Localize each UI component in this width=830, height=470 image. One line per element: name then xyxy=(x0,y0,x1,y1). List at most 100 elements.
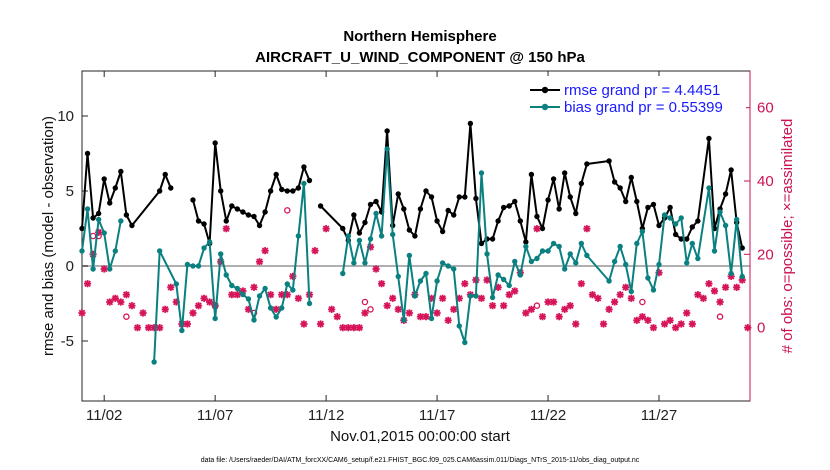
rmse-point xyxy=(84,150,91,157)
rmse-point xyxy=(478,240,485,247)
rmse-point xyxy=(156,188,163,194)
bias-point xyxy=(467,293,474,299)
rmse-point xyxy=(567,194,573,200)
bias-point xyxy=(306,300,313,307)
obs-assimilated-marker xyxy=(633,316,641,324)
obs-assimilated-marker xyxy=(666,316,674,324)
obs-assimilated-marker xyxy=(699,294,707,302)
obs-assimilated-marker xyxy=(100,265,108,273)
obs-assimilated-marker xyxy=(538,313,547,321)
bias-point xyxy=(301,180,307,187)
bias-point xyxy=(506,282,512,289)
bias-point xyxy=(101,230,107,236)
y-axis-left: -5 0 5 10 xyxy=(57,108,88,350)
rmse-point xyxy=(112,185,118,191)
rmse-point xyxy=(672,231,679,238)
obs-assimilated-marker xyxy=(500,302,508,310)
chart-title: Northern Hemisphere xyxy=(343,28,496,45)
rmse-point xyxy=(573,210,579,217)
rmse-point xyxy=(367,201,374,208)
bias-point xyxy=(634,240,640,247)
obs-possible-marker xyxy=(123,313,130,320)
bias-series xyxy=(79,146,745,365)
bias-point xyxy=(689,240,695,247)
obs-assimilated-marker xyxy=(638,313,646,321)
y-tick-label: 10 xyxy=(57,108,74,125)
bias-point xyxy=(628,288,634,295)
obs-assimilated-marker xyxy=(561,305,569,313)
obs-assimilated-marker xyxy=(167,283,175,291)
bias-point xyxy=(617,243,623,250)
bias-point xyxy=(661,212,668,218)
obs-assimilated-marker xyxy=(672,324,680,332)
legend-rmse-label: rmse grand pr = 4.4451 xyxy=(564,82,720,99)
obs-assimilated-marker xyxy=(322,225,330,233)
obs-assimilated-marker xyxy=(194,302,203,310)
y-tick-label: -5 xyxy=(61,333,74,350)
bias-point xyxy=(401,317,407,323)
obs-assimilated-marker xyxy=(527,305,536,313)
obs-assimilated-marker xyxy=(261,247,269,255)
obs-assimilated-marker xyxy=(328,305,336,313)
bias-point xyxy=(267,305,274,311)
bias-point xyxy=(523,243,529,250)
bias-point xyxy=(206,239,213,245)
obs-assimilated-marker xyxy=(716,298,724,306)
bias-point xyxy=(95,216,102,223)
bias-point xyxy=(667,215,673,221)
rmse-point xyxy=(428,194,435,200)
obs-assimilated-marker xyxy=(605,305,613,313)
rmse-point xyxy=(606,158,612,164)
obs-assimilated-marker xyxy=(611,298,619,306)
obs-assimilated-marker xyxy=(183,320,192,328)
obs-possible-marker xyxy=(361,298,369,306)
rmse-point xyxy=(195,218,202,224)
obs-assimilated-marker xyxy=(677,320,685,328)
bias-point xyxy=(684,260,690,266)
bias-point xyxy=(445,263,451,269)
obs-assimilated-marker xyxy=(383,302,391,310)
rmse-point xyxy=(689,224,695,230)
rmse-point xyxy=(279,186,285,193)
obs-assimilated-marker xyxy=(355,324,364,332)
obs-assimilated-marker xyxy=(533,225,541,233)
bias-point xyxy=(295,233,302,239)
rmse-point xyxy=(517,218,524,224)
bias-point xyxy=(262,285,268,292)
obs-assimilated-marker xyxy=(311,247,319,255)
obs-assimilated-marker xyxy=(394,305,402,313)
obs-assimilated-marker xyxy=(549,298,558,306)
obs-assimilated-marker xyxy=(505,291,513,299)
obs-assimilated-marker xyxy=(267,291,275,299)
rmse-point xyxy=(306,177,313,184)
rmse-point xyxy=(412,233,418,239)
rmse-point xyxy=(706,135,712,142)
obs-assimilated-marker xyxy=(106,298,114,306)
rmse-point xyxy=(301,164,307,170)
bias-point xyxy=(717,209,723,215)
rmse-point xyxy=(129,222,135,229)
bias-point xyxy=(439,260,446,266)
obs-assimilated-marker xyxy=(200,294,208,302)
rmse-point xyxy=(584,161,590,167)
rmse-point xyxy=(317,203,324,209)
bias-point xyxy=(423,270,429,277)
obs-assimilated-marker xyxy=(649,324,658,332)
rmse-point xyxy=(506,203,512,209)
rmse-point xyxy=(245,212,252,218)
rmse-point xyxy=(262,209,268,215)
rmse-point xyxy=(234,206,241,212)
rmse-point xyxy=(223,218,229,224)
rmse-point xyxy=(107,200,113,206)
bias-point xyxy=(107,266,113,272)
rmse-point xyxy=(645,204,651,211)
rmse-point xyxy=(362,219,368,226)
bias-point xyxy=(245,296,252,302)
obs-assimilated-marker xyxy=(83,280,92,288)
rmse-point xyxy=(722,191,729,197)
obs-assimilated-marker xyxy=(555,313,563,321)
obs-assimilated-marker xyxy=(744,324,752,332)
y-right-tick-label: 40 xyxy=(757,173,774,190)
bias-point xyxy=(384,146,390,152)
bias-point xyxy=(118,218,124,224)
